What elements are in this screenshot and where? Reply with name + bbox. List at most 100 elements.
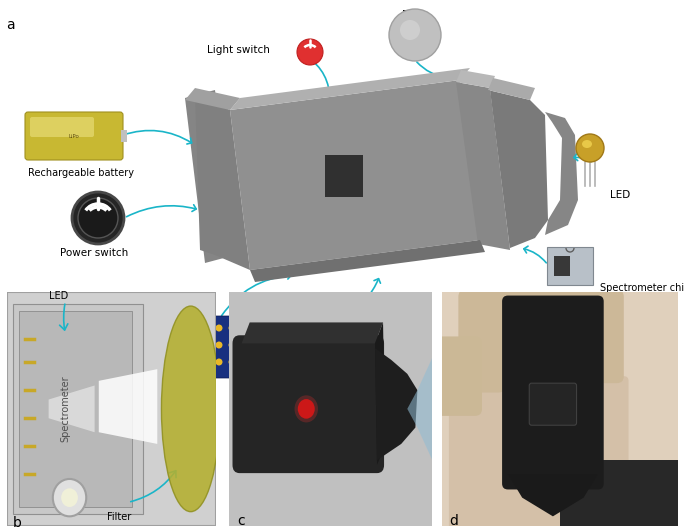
Polygon shape <box>456 70 495 88</box>
Polygon shape <box>250 240 485 282</box>
FancyBboxPatch shape <box>140 316 259 378</box>
FancyBboxPatch shape <box>499 290 546 379</box>
Ellipse shape <box>582 140 592 148</box>
Circle shape <box>242 341 249 348</box>
Polygon shape <box>230 80 480 270</box>
FancyBboxPatch shape <box>390 344 402 348</box>
Circle shape <box>164 324 171 331</box>
Circle shape <box>78 198 118 238</box>
Polygon shape <box>456 82 510 250</box>
Polygon shape <box>545 112 578 235</box>
Text: Power switch: Power switch <box>60 248 128 258</box>
FancyBboxPatch shape <box>547 247 593 285</box>
Circle shape <box>164 358 171 365</box>
FancyBboxPatch shape <box>7 292 216 526</box>
FancyBboxPatch shape <box>19 311 132 507</box>
Circle shape <box>297 39 323 65</box>
FancyBboxPatch shape <box>13 304 142 514</box>
Text: LED: LED <box>49 292 68 302</box>
Circle shape <box>151 324 158 331</box>
FancyBboxPatch shape <box>458 290 506 392</box>
FancyBboxPatch shape <box>232 335 384 473</box>
Text: c: c <box>238 514 245 528</box>
Text: Arduino pro mini: Arduino pro mini <box>128 380 209 390</box>
FancyBboxPatch shape <box>554 256 570 276</box>
Polygon shape <box>488 90 548 250</box>
Text: Spectrometer: Spectrometer <box>60 375 71 442</box>
Text: Filter: Filter <box>402 10 428 20</box>
Text: Spectrometer chip: Spectrometer chip <box>600 283 685 293</box>
Text: LiPo: LiPo <box>68 133 79 139</box>
Polygon shape <box>99 369 158 444</box>
Text: b: b <box>13 516 22 530</box>
Polygon shape <box>49 386 95 432</box>
Ellipse shape <box>389 9 441 61</box>
Circle shape <box>295 395 318 423</box>
Polygon shape <box>185 90 235 263</box>
Circle shape <box>177 341 184 348</box>
FancyBboxPatch shape <box>449 376 629 530</box>
Circle shape <box>242 324 249 331</box>
FancyBboxPatch shape <box>390 351 402 355</box>
Circle shape <box>61 489 78 507</box>
FancyBboxPatch shape <box>304 322 348 354</box>
Circle shape <box>53 479 86 516</box>
FancyBboxPatch shape <box>325 155 363 197</box>
Circle shape <box>298 399 314 418</box>
Circle shape <box>72 192 124 244</box>
FancyBboxPatch shape <box>390 365 402 369</box>
Circle shape <box>229 341 236 348</box>
FancyBboxPatch shape <box>560 460 683 530</box>
FancyBboxPatch shape <box>390 323 402 327</box>
Circle shape <box>203 324 210 331</box>
Circle shape <box>177 358 184 365</box>
FancyBboxPatch shape <box>538 290 586 374</box>
FancyBboxPatch shape <box>298 313 390 377</box>
Circle shape <box>164 341 171 348</box>
Circle shape <box>151 358 158 365</box>
Text: Rechargeable battery: Rechargeable battery <box>28 168 134 178</box>
FancyBboxPatch shape <box>390 358 402 362</box>
Text: LED: LED <box>610 190 630 200</box>
FancyBboxPatch shape <box>442 292 678 526</box>
Circle shape <box>229 324 236 331</box>
Text: Bluetooth module: Bluetooth module <box>297 382 390 392</box>
Polygon shape <box>408 350 436 467</box>
Circle shape <box>177 324 184 331</box>
Text: Filter: Filter <box>107 512 132 521</box>
Circle shape <box>190 358 197 365</box>
Ellipse shape <box>400 20 420 40</box>
Circle shape <box>203 358 210 365</box>
Text: d: d <box>449 514 458 528</box>
Circle shape <box>242 358 249 365</box>
FancyBboxPatch shape <box>30 117 94 137</box>
Text: Light switch: Light switch <box>207 45 270 55</box>
Circle shape <box>190 324 197 331</box>
Circle shape <box>216 324 223 331</box>
Polygon shape <box>488 78 535 100</box>
FancyBboxPatch shape <box>121 130 127 142</box>
Polygon shape <box>230 68 470 110</box>
FancyBboxPatch shape <box>236 335 256 357</box>
Polygon shape <box>375 348 417 460</box>
Polygon shape <box>185 88 240 110</box>
Polygon shape <box>375 322 385 465</box>
Polygon shape <box>242 322 383 344</box>
Circle shape <box>190 341 197 348</box>
Polygon shape <box>195 95 250 270</box>
Circle shape <box>216 358 223 365</box>
FancyBboxPatch shape <box>502 296 603 490</box>
Circle shape <box>576 134 604 162</box>
Polygon shape <box>508 474 598 516</box>
Circle shape <box>229 358 236 365</box>
Circle shape <box>216 341 223 348</box>
Circle shape <box>151 341 158 348</box>
FancyBboxPatch shape <box>229 292 432 526</box>
Circle shape <box>203 341 210 348</box>
FancyBboxPatch shape <box>390 337 402 341</box>
FancyBboxPatch shape <box>577 290 624 383</box>
FancyBboxPatch shape <box>530 383 577 425</box>
FancyBboxPatch shape <box>390 330 402 334</box>
FancyBboxPatch shape <box>435 337 482 416</box>
FancyBboxPatch shape <box>25 112 123 160</box>
